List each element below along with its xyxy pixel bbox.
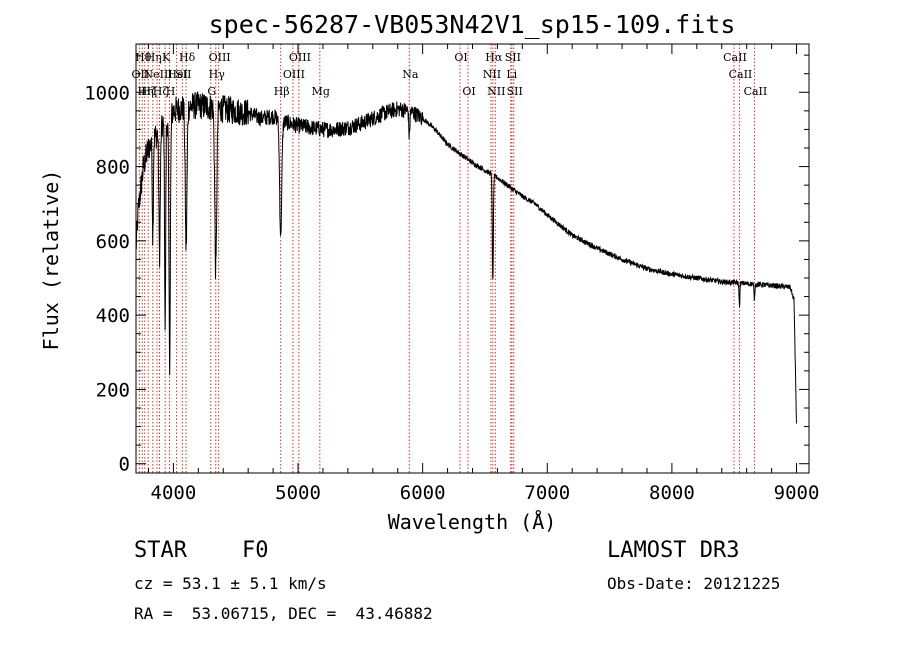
- ra-dec: RA = 53.06715, DEC = 43.46882: [134, 604, 433, 623]
- object-class: STAR: [134, 538, 187, 563]
- x-tick-label: 7000: [524, 482, 570, 504]
- x-tick-label: 9000: [774, 482, 820, 504]
- y-tick-label: 800: [96, 157, 130, 179]
- line-marker-label: H: [166, 85, 176, 98]
- x-tick-label: 4000: [151, 482, 197, 504]
- line-marker-label: Hδ: [179, 51, 196, 64]
- y-tick-label: 1000: [84, 82, 130, 104]
- y-axis-ticks: 0 200 400 600 800 1000: [84, 54, 809, 476]
- line-marker-label: CaII: [729, 68, 753, 81]
- line-marker-label: Hζ: [153, 85, 169, 98]
- line-marker-label: Hη: [138, 85, 154, 98]
- line-marker-label: OI: [462, 85, 475, 98]
- line-markers: [138, 44, 755, 473]
- chart-title: spec-56287-VB053N42V1_sp15-109.fits: [209, 10, 736, 39]
- redshift-text: cz = 53.1 ± 5.1 km/s: [134, 574, 327, 593]
- x-axis-ticks: 4000 5000 6000 7000 8000 9000: [147, 44, 820, 504]
- y-tick-label: 0: [119, 454, 130, 476]
- x-axis-label: Wavelength (Å): [388, 510, 557, 534]
- y-tick-label: 200: [96, 379, 130, 401]
- spectrum-line: [135, 91, 797, 424]
- line-marker-label: Hβ: [274, 85, 290, 98]
- line-marker-label: SII: [507, 85, 523, 98]
- line-marker-label: NII: [487, 85, 505, 98]
- line-marker-label: Hζ: [141, 85, 157, 98]
- line-marker-label: Mg: [312, 85, 330, 98]
- x-tick-label: 5000: [275, 482, 321, 504]
- line-marker-label: OIII: [289, 51, 311, 64]
- line-marker-label: NeIII: [143, 68, 172, 81]
- line-marker-label: Hγ: [209, 68, 226, 81]
- line-marker-label: K: [162, 51, 171, 64]
- survey-name: LAMOST DR3: [607, 538, 740, 563]
- object-subclass: F0: [242, 538, 269, 563]
- y-tick-label: 600: [96, 231, 130, 253]
- line-marker-label: OI: [454, 51, 467, 64]
- y-axis-label: Flux (relative): [39, 170, 63, 351]
- line-marker-label: G: [207, 85, 216, 98]
- line-marker-label: Li: [506, 68, 517, 81]
- line-marker-label: Na: [402, 68, 419, 81]
- y-tick-label: 400: [96, 305, 130, 327]
- line-marker-label: OIII: [283, 68, 305, 81]
- line-marker-label: OIII: [209, 51, 231, 64]
- line-marker-label: NII: [483, 68, 501, 81]
- line-marker-label: Hη: [146, 51, 162, 64]
- x-tick-label: 6000: [400, 482, 446, 504]
- line-marker-label: Hθ: [135, 51, 152, 64]
- line-marker-label: CaII: [744, 85, 768, 98]
- line-marker-label: HeI: [167, 68, 187, 81]
- line-marker-label: SII: [175, 68, 191, 81]
- line-marker-labels: OIIHθHηHζHηNeIIIHζKHHeISIIHδGHγOIIIHβOII…: [132, 51, 768, 98]
- line-marker-label: SII: [505, 51, 521, 64]
- obs-date: Obs-Date: 20121225: [607, 574, 781, 593]
- line-marker-label: CaII: [723, 51, 747, 64]
- x-tick-label: 8000: [649, 482, 695, 504]
- line-marker-label: Hα: [485, 51, 503, 64]
